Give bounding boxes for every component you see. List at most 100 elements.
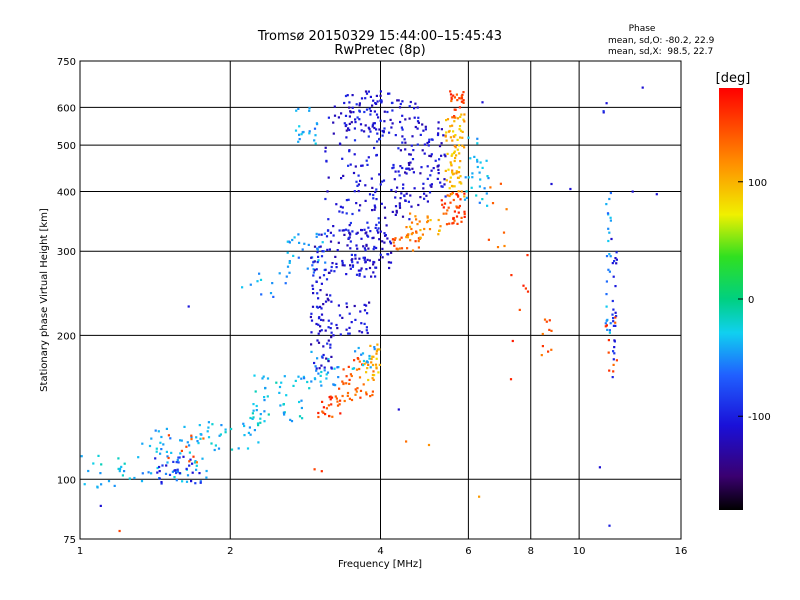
- data-point: [543, 318, 547, 321]
- data-point: [286, 240, 289, 243]
- data-point: [336, 327, 339, 330]
- data-point: [313, 139, 316, 142]
- data-point: [199, 480, 202, 483]
- data-point: [363, 303, 366, 306]
- data-point: [318, 367, 321, 370]
- data-point: [358, 209, 361, 212]
- data-point: [413, 107, 416, 110]
- data-point: [159, 452, 162, 455]
- data-point: [369, 113, 372, 116]
- data-point: [373, 261, 376, 264]
- data-point: [613, 346, 616, 349]
- data-point: [445, 139, 448, 142]
- data-point: [411, 249, 415, 252]
- data-point: [373, 110, 376, 113]
- data-point: [326, 190, 329, 193]
- data-point: [445, 119, 448, 122]
- data-point: [464, 176, 467, 179]
- data-point: [397, 147, 400, 150]
- data-point: [368, 128, 371, 131]
- data-point: [339, 399, 342, 402]
- data-point: [154, 457, 157, 460]
- data-point: [456, 148, 459, 151]
- data-point: [452, 130, 455, 133]
- data-point: [443, 202, 447, 205]
- data-point: [311, 284, 314, 287]
- data-point: [349, 240, 352, 243]
- data-point: [155, 450, 158, 453]
- data-point: [335, 262, 338, 265]
- data-point: [460, 113, 463, 116]
- data-point: [470, 186, 473, 189]
- data-point: [165, 450, 168, 453]
- data-point: [434, 159, 437, 162]
- data-point: [255, 404, 258, 408]
- x-tick-label: 6: [465, 546, 471, 557]
- data-point: [213, 448, 216, 452]
- data-point: [224, 428, 227, 431]
- data-point: [310, 256, 313, 259]
- data-point: [451, 124, 454, 127]
- data-point: [407, 167, 410, 170]
- data-point: [607, 239, 610, 243]
- data-point: [606, 212, 610, 215]
- data-point: [123, 462, 126, 465]
- data-point: [315, 305, 319, 308]
- data-point: [327, 116, 330, 119]
- data-point: [458, 152, 461, 155]
- data-point: [407, 233, 410, 236]
- data-point: [312, 268, 315, 271]
- data-point: [327, 319, 330, 322]
- data-point: [443, 183, 446, 186]
- data-point: [403, 138, 406, 141]
- data-point: [371, 186, 374, 189]
- data-point: [449, 93, 453, 96]
- data-point: [421, 233, 424, 236]
- data-point: [341, 262, 344, 265]
- data-point: [345, 302, 348, 305]
- data-point: [395, 209, 398, 212]
- data-point: [96, 486, 99, 489]
- data-point: [180, 439, 183, 442]
- data-point: [458, 204, 461, 208]
- data-point: [292, 384, 295, 387]
- data-point: [451, 169, 454, 172]
- data-point: [569, 187, 572, 191]
- data-point: [360, 164, 363, 167]
- data-point: [353, 153, 356, 156]
- data-point: [438, 158, 441, 161]
- data-point: [423, 192, 426, 195]
- data-point: [449, 161, 452, 164]
- data-point: [165, 427, 168, 430]
- data-point: [509, 378, 513, 381]
- data-point: [327, 360, 330, 363]
- data-point: [364, 232, 367, 235]
- data-point: [463, 113, 466, 116]
- data-point: [426, 219, 430, 222]
- data-point: [279, 404, 282, 407]
- data-point: [369, 366, 372, 369]
- data-point: [188, 444, 191, 447]
- data-point: [451, 116, 454, 119]
- data-point: [458, 166, 461, 169]
- data-point: [360, 229, 363, 232]
- data-point: [605, 305, 608, 308]
- x-tick-label: 4: [377, 546, 383, 557]
- data-point: [356, 184, 359, 187]
- data-point: [253, 374, 256, 377]
- data-point: [312, 292, 315, 295]
- data-point: [349, 247, 352, 250]
- data-point: [345, 328, 348, 331]
- data-point: [363, 258, 366, 261]
- data-point: [426, 221, 429, 224]
- y-tick-label: 300: [57, 247, 76, 258]
- data-point: [452, 173, 455, 176]
- data-point: [360, 267, 363, 270]
- data-point: [450, 192, 453, 196]
- data-point: [369, 109, 372, 113]
- data-point: [399, 149, 402, 152]
- data-point: [251, 417, 254, 420]
- data-point: [608, 197, 611, 201]
- data-point: [401, 114, 404, 117]
- data-point: [117, 467, 120, 470]
